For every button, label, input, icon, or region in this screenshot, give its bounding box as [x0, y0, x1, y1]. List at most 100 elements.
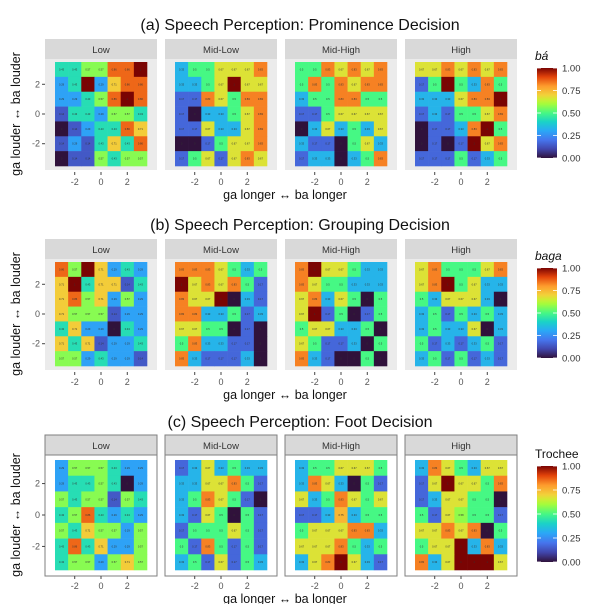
- cell-label: 0.67: [325, 267, 331, 271]
- cell-label: 0.83: [232, 482, 238, 486]
- cell-label: 0.57: [125, 497, 131, 501]
- heatmap-cell: [201, 291, 215, 307]
- cell-label: 0: [500, 497, 502, 501]
- heatmap-cell: [308, 522, 322, 539]
- cell-label: 0.43: [98, 357, 104, 361]
- cell-label: 0.5: [499, 82, 503, 86]
- cell-label: 0.17: [498, 357, 504, 361]
- heatmap-cell: [120, 321, 135, 337]
- cell-label: 0.67: [432, 529, 438, 533]
- facet-strip: [285, 239, 397, 259]
- cell-label: 0.83: [205, 544, 211, 548]
- cell-label: 0.5: [245, 282, 249, 286]
- cell-label: 0.83: [378, 157, 384, 161]
- heatmap-cell: [295, 121, 309, 137]
- cell-label: 0.43: [59, 544, 65, 548]
- cell-label: 0: [353, 312, 355, 316]
- facet-label: Mid-Low: [203, 45, 239, 56]
- legend-tick-label: 0.25: [562, 131, 581, 142]
- facet-strip: [284, 434, 398, 456]
- y-axis-title: ga louder ↔ ba louder: [9, 453, 23, 577]
- heatmap-cell: [55, 507, 69, 524]
- heatmap-cell: [214, 76, 228, 93]
- cell-label: 0.33: [258, 312, 264, 316]
- cell-label: 0.5: [326, 112, 330, 116]
- cell-label: 0.17: [232, 357, 238, 361]
- heatmap-cell: [373, 321, 388, 337]
- heatmap-cell: [253, 306, 268, 322]
- cell-label: 0.17: [179, 97, 185, 101]
- cell-label: 0.71: [59, 342, 65, 346]
- heatmap-cell: [227, 321, 242, 337]
- heatmap-cell: [373, 554, 388, 571]
- heatmap-cell: [295, 151, 309, 167]
- cell-label: 0.67: [338, 112, 344, 116]
- cell-label: 0.67: [232, 142, 238, 146]
- heatmap-cell: [188, 106, 202, 122]
- heatmap-cell: [68, 306, 82, 322]
- cell-label: 0.33: [232, 127, 238, 131]
- cell-label: 0: [61, 127, 63, 131]
- heatmap-cell: [188, 262, 202, 278]
- cell-label: 0.17: [445, 127, 451, 131]
- heatmap-cell: [295, 460, 309, 477]
- heatmap-cell: [107, 321, 122, 337]
- cell-label: 0.57: [72, 466, 78, 470]
- x-tick-label: 0: [458, 581, 463, 591]
- heatmap-cell: [68, 136, 82, 152]
- cell-label: 0.67: [458, 529, 464, 533]
- cell-label: 0.83: [258, 97, 264, 101]
- legend-tick-label: 0.50: [562, 510, 581, 521]
- heatmap-cell: [428, 306, 442, 322]
- heatmap-cell: [240, 151, 255, 167]
- heatmap-cell: [334, 460, 348, 477]
- heatmap-cell: [467, 291, 482, 307]
- heatmap-cell: [334, 538, 348, 555]
- cell-label: 0.83: [498, 482, 504, 486]
- heatmap-cell: [373, 76, 388, 93]
- cell-label: 0.43: [72, 342, 78, 346]
- chart-b: (b) Speech Perception: Grouping Decision…: [9, 217, 581, 402]
- facet-label: Mid-Low: [203, 245, 239, 256]
- x-tick-label: 0: [98, 581, 103, 591]
- cell-label: 0.5: [379, 312, 383, 316]
- heatmap-cell: [175, 321, 189, 337]
- heatmap-cell: [373, 491, 388, 508]
- cell-label: 0.5: [232, 267, 236, 271]
- cell-label: 0.33: [458, 327, 464, 331]
- heatmap-cell: [214, 336, 228, 352]
- heatmap-cell: [81, 76, 95, 93]
- cell-label: 0.33: [419, 357, 425, 361]
- heatmap-cell: [360, 522, 375, 539]
- cell-label: 0.33: [245, 297, 251, 301]
- heatmap-cell: [360, 491, 375, 508]
- cell-label: 0.67: [419, 67, 425, 71]
- cell-label: 0: [301, 127, 303, 131]
- cell-label: 0.5: [459, 357, 463, 361]
- cell-label: 0.83: [179, 312, 185, 316]
- heatmap-cell: [360, 351, 375, 367]
- heatmap-cell: [175, 121, 189, 137]
- heatmap-cell: [321, 276, 335, 293]
- cell-label: 1: [487, 560, 489, 564]
- legend-tick-label: 1.00: [562, 64, 581, 75]
- cell-label: 0.57: [85, 67, 91, 71]
- heatmap-cell: [253, 491, 268, 508]
- cell-label: 0.71: [98, 544, 104, 548]
- cell-label: 0.33: [218, 112, 224, 116]
- cell-label: 0.33: [205, 342, 211, 346]
- cell-label: 0.67: [485, 142, 491, 146]
- legend-tick-label: 0.25: [562, 534, 581, 545]
- heatmap-cell: [175, 62, 189, 78]
- cell-label: 0.17: [445, 357, 451, 361]
- heatmap-cell: [240, 336, 255, 352]
- heatmap-cell: [441, 336, 455, 352]
- cell-label: 0.57: [112, 112, 118, 116]
- heatmap-cell: [428, 76, 442, 93]
- heatmap-cell: [240, 538, 255, 555]
- heatmap-cell: [253, 460, 268, 477]
- heatmap-cell: [201, 351, 215, 367]
- cell-label: 0.67: [299, 544, 305, 548]
- cell-label: 0.33: [179, 82, 185, 86]
- cell-label: 0.5: [379, 466, 383, 470]
